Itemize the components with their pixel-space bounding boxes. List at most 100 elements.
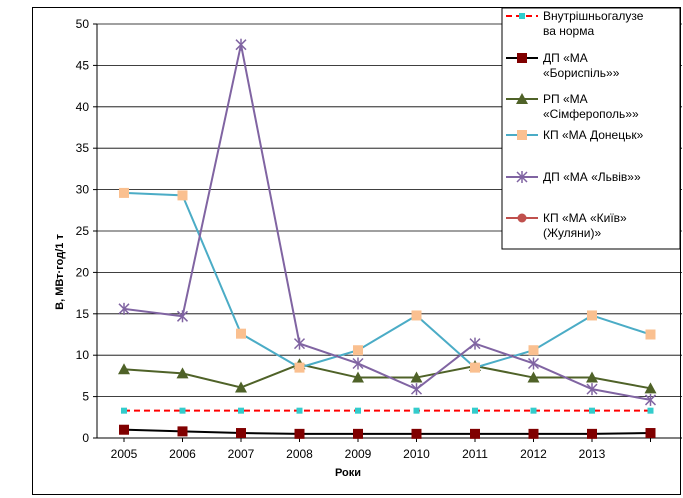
y-tick-label: 40 xyxy=(76,100,90,114)
data-point xyxy=(236,428,246,439)
legend-label: Внутрішньогалузе xyxy=(543,9,644,23)
x-tick-label: 2011 xyxy=(462,447,488,461)
legend-marker xyxy=(516,171,528,183)
data-point xyxy=(176,367,189,379)
legend-label: ДП «МА xyxy=(543,51,588,65)
data-point xyxy=(119,187,129,198)
legend-entry: КП «МА Донецьк» xyxy=(506,128,644,142)
data-point xyxy=(644,393,657,406)
data-point xyxy=(296,407,303,414)
data-point xyxy=(530,407,537,414)
y-tick-label: 0 xyxy=(82,431,89,445)
x-tick-label: 2005 xyxy=(111,447,138,461)
x-axis-title: Роки xyxy=(335,467,361,479)
data-point xyxy=(528,345,539,356)
x-tick-label: 2009 xyxy=(345,447,372,461)
y-tick-label: 50 xyxy=(76,17,90,31)
data-point xyxy=(587,428,597,439)
data-point xyxy=(411,428,422,439)
legend-label: «Бориспіль»» xyxy=(543,66,620,80)
series-line xyxy=(123,363,651,390)
data-point xyxy=(293,337,306,350)
data-point xyxy=(119,424,129,435)
legend-entry: ДП «МА«Бориспіль»» xyxy=(506,51,620,80)
legend-label: КП «МА Донецьк» xyxy=(543,128,644,142)
data-point xyxy=(411,310,422,321)
x-tick-label: 2013 xyxy=(579,447,606,461)
data-point xyxy=(235,381,247,393)
y-tick-label: 35 xyxy=(76,141,90,155)
data-point xyxy=(589,407,595,414)
x-tick-label: 2007 xyxy=(228,447,255,461)
legend-marker xyxy=(517,53,527,63)
y-axis: 0 5 10 15 20 25 30 35 40 45 50 xyxy=(76,17,98,445)
data-point xyxy=(177,426,188,437)
series-0 xyxy=(121,407,654,414)
x-axis: 2005 2006 2007 2008 2009 2010 2011 2012 2013 xyxy=(97,437,682,461)
data-point xyxy=(352,357,364,370)
chart-frame xyxy=(32,7,681,495)
data-point xyxy=(470,428,480,439)
data-point xyxy=(179,407,186,414)
data-point xyxy=(413,407,420,414)
series-3 xyxy=(119,187,656,373)
data-point xyxy=(587,310,597,321)
y-tick-label: 15 xyxy=(76,307,90,321)
legend-label: КП «МА «Київ» xyxy=(543,211,627,225)
legend-marker xyxy=(519,13,525,19)
data-point xyxy=(410,371,423,383)
y-tick-label: 45 xyxy=(76,58,90,72)
data-point xyxy=(645,428,656,439)
data-point xyxy=(644,382,657,394)
data-point xyxy=(528,428,539,439)
data-point xyxy=(527,357,540,370)
data-point xyxy=(121,407,127,414)
y-tick-label: 30 xyxy=(76,183,90,197)
legend-marker xyxy=(516,93,528,104)
y-tick-label: 5 xyxy=(82,390,89,404)
y-axis-title: В, МВт·год/1 т xyxy=(54,234,66,310)
data-point xyxy=(118,302,130,315)
data-point xyxy=(586,383,598,396)
data-point xyxy=(294,428,305,439)
series-4 xyxy=(118,38,657,406)
data-point xyxy=(586,371,598,383)
legend-label: РП «МА xyxy=(543,92,588,106)
legend-label: «Сімферополь»» xyxy=(543,107,639,121)
legend-label: (Жуляни)» xyxy=(543,226,602,240)
data-point xyxy=(118,363,130,375)
series-line xyxy=(123,191,651,369)
y-tick-label: 20 xyxy=(76,265,90,279)
data-point xyxy=(353,428,363,439)
data-point xyxy=(355,407,361,414)
legend-entry: ДП «МА «Львів»» xyxy=(506,170,641,184)
data-point xyxy=(177,190,188,201)
legend-box xyxy=(501,7,681,250)
data-point xyxy=(472,407,478,414)
data-point xyxy=(353,345,363,356)
data-point xyxy=(470,362,480,373)
series-1 xyxy=(119,424,656,439)
legend-marker xyxy=(517,213,527,223)
series-line xyxy=(123,428,651,435)
data-point xyxy=(238,407,244,414)
x-tick-label: 2010 xyxy=(403,447,430,461)
y-tick-label: 25 xyxy=(76,224,90,238)
legend-label: ва норма xyxy=(543,24,594,38)
data-point xyxy=(645,329,656,340)
data-point xyxy=(294,362,305,373)
data-point xyxy=(469,337,481,350)
x-tick-label: 2008 xyxy=(286,447,313,461)
data-point xyxy=(235,38,247,51)
series-layer xyxy=(118,38,657,439)
data-point xyxy=(527,371,540,383)
data-point xyxy=(176,310,189,323)
series-line xyxy=(123,44,651,401)
legend-entry: РП «МА«Сімферополь»» xyxy=(506,92,639,121)
legend-label: ДП «МА «Львів»» xyxy=(543,170,641,184)
x-tick-label: 2012 xyxy=(520,447,547,461)
data-point xyxy=(647,407,654,414)
